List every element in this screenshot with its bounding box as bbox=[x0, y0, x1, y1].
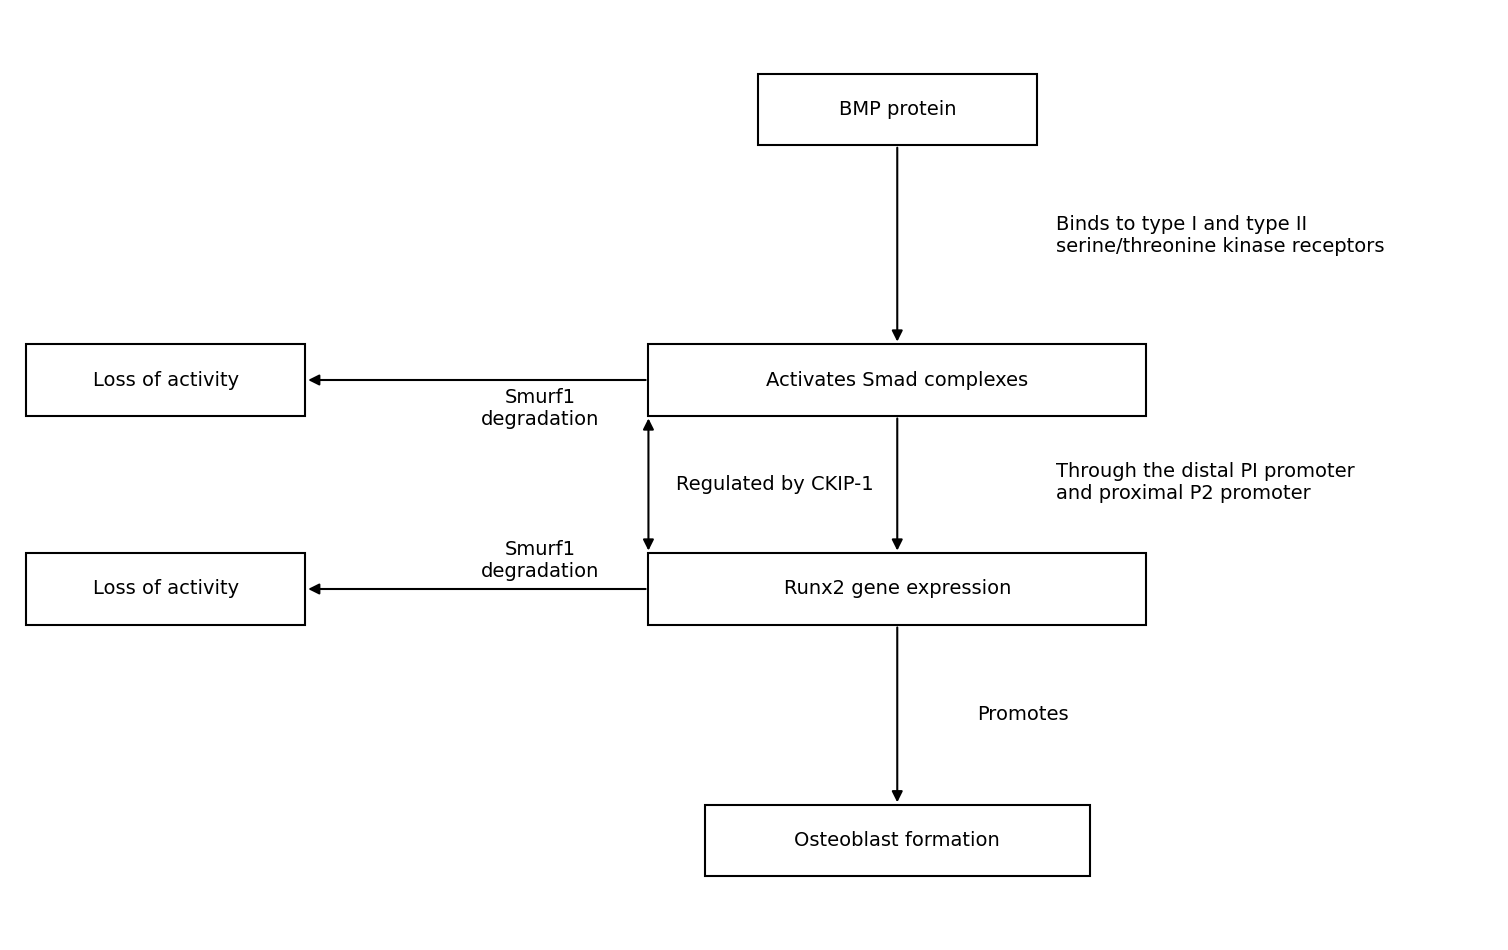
Text: Binds to type I and type II
serine/threonine kinase receptors: Binds to type I and type II serine/threo… bbox=[1056, 215, 1384, 256]
Text: Smurf1
degradation: Smurf1 degradation bbox=[481, 388, 599, 429]
FancyBboxPatch shape bbox=[648, 553, 1146, 625]
Text: Through the distal PI promoter
and proximal P2 promoter: Through the distal PI promoter and proxi… bbox=[1056, 462, 1354, 504]
FancyBboxPatch shape bbox=[27, 345, 305, 416]
FancyBboxPatch shape bbox=[757, 74, 1038, 144]
Text: Promotes: Promotes bbox=[977, 705, 1069, 724]
Text: Osteoblast formation: Osteoblast formation bbox=[795, 831, 1000, 850]
Text: Smurf1
degradation: Smurf1 degradation bbox=[481, 540, 599, 581]
FancyBboxPatch shape bbox=[27, 553, 305, 625]
Text: Activates Smad complexes: Activates Smad complexes bbox=[766, 370, 1028, 389]
FancyBboxPatch shape bbox=[648, 345, 1146, 416]
Text: Runx2 gene expression: Runx2 gene expression bbox=[784, 580, 1010, 598]
FancyBboxPatch shape bbox=[704, 805, 1089, 876]
Text: Loss of activity: Loss of activity bbox=[93, 580, 238, 598]
Text: Regulated by CKIP-1: Regulated by CKIP-1 bbox=[676, 475, 873, 494]
Text: BMP protein: BMP protein bbox=[838, 100, 956, 119]
Text: Loss of activity: Loss of activity bbox=[93, 370, 238, 389]
